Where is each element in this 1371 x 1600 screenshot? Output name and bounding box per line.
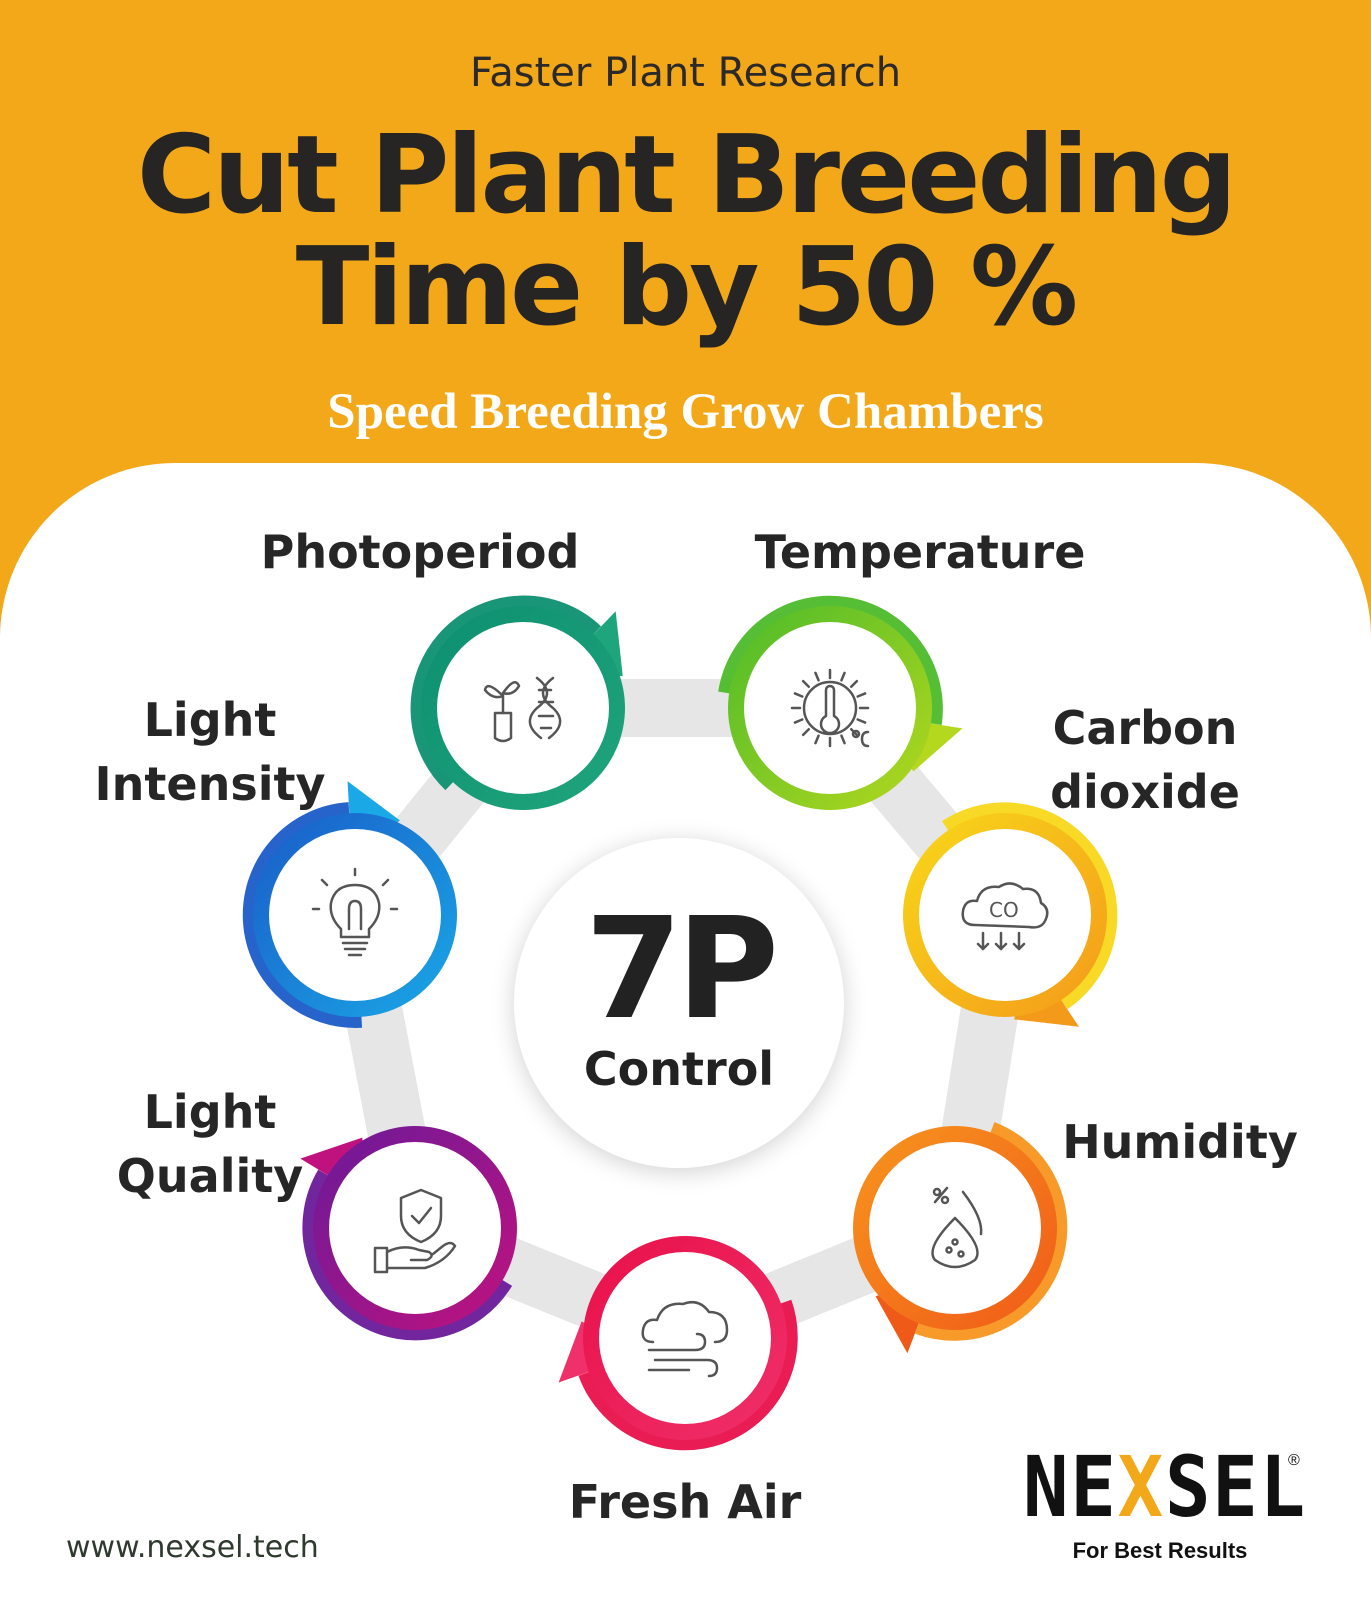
parameter-label-5: Light Quality xyxy=(80,1080,340,1208)
node-inner xyxy=(329,1142,501,1314)
parameter-label-line: Temperature xyxy=(754,525,1086,579)
headline-line-1: Cut Plant Breeding xyxy=(136,113,1237,238)
parameter-label-line: Carbon xyxy=(1052,701,1238,755)
parameter-node-5 xyxy=(300,1126,517,1341)
subtitle: Speed Breeding Grow Chambers xyxy=(327,384,1044,440)
humidity-drop-icon xyxy=(931,1186,983,1269)
parameter-label-2: Carbon dioxide xyxy=(1015,696,1275,824)
parameter-node-0 xyxy=(410,595,625,810)
parameter-node-6 xyxy=(242,781,457,1028)
parameter-label-line: Fresh Air xyxy=(568,1475,802,1529)
parameter-node-4 xyxy=(558,1236,798,1451)
parameter-label-0: Photoperiod xyxy=(240,520,600,584)
parameter-label-line: Humidity xyxy=(1062,1115,1298,1169)
node-inner xyxy=(437,622,609,794)
parameter-label-6: Light Intensity xyxy=(70,688,350,816)
kicker-text: Faster Plant Research xyxy=(469,50,902,96)
node-inner xyxy=(269,829,441,1001)
parameter-node-2: CO xyxy=(903,802,1118,1027)
cloud-wind-icon xyxy=(641,1301,729,1378)
brand-logo-x: X xyxy=(1117,1438,1165,1536)
sun-thermometer-icon xyxy=(790,668,870,748)
parameter-label-line: Photoperiod xyxy=(260,525,580,579)
node-inner xyxy=(599,1252,771,1424)
center-7p-text: 7P xyxy=(584,888,779,1051)
registered-mark: ® xyxy=(1288,1452,1300,1469)
website-url[interactable]: www.nexsel.tech xyxy=(66,1530,319,1565)
center-circle xyxy=(514,838,844,1168)
parameter-label-line: Light xyxy=(143,693,277,747)
co2-cloud-icon: CO xyxy=(961,882,1049,951)
parameter-node-1 xyxy=(718,595,963,810)
parameter-label-line: Light xyxy=(143,1085,277,1139)
brand-logo-sel: SEL xyxy=(1164,1438,1307,1536)
shield-hand-icon xyxy=(373,1188,457,1274)
parameter-label-3: Humidity xyxy=(1040,1110,1320,1174)
node-inner xyxy=(744,622,916,794)
brand-logo: NEXSEL xyxy=(1023,1445,1307,1529)
parameter-label-line: Intensity xyxy=(94,757,326,811)
parameter-node-3 xyxy=(853,1122,1068,1354)
brand-tagline: For Best Results xyxy=(1072,1538,1248,1563)
center-control-text: Control xyxy=(583,1042,775,1096)
parameter-label-line: Quality xyxy=(116,1149,304,1203)
node-inner xyxy=(869,1142,1041,1314)
headline-line-2: Time by 50 % xyxy=(295,225,1078,350)
parameter-label-line: dioxide xyxy=(1050,765,1240,819)
svg-text:CO: CO xyxy=(989,898,1019,922)
brand-logo-ne: NE xyxy=(1023,1438,1118,1536)
parameter-label-1: Temperature xyxy=(740,520,1100,584)
plant-dna-icon xyxy=(483,676,562,743)
parameter-label-4: Fresh Air xyxy=(520,1470,850,1534)
node-inner xyxy=(919,829,1091,1001)
light-bulb-icon xyxy=(311,867,399,957)
